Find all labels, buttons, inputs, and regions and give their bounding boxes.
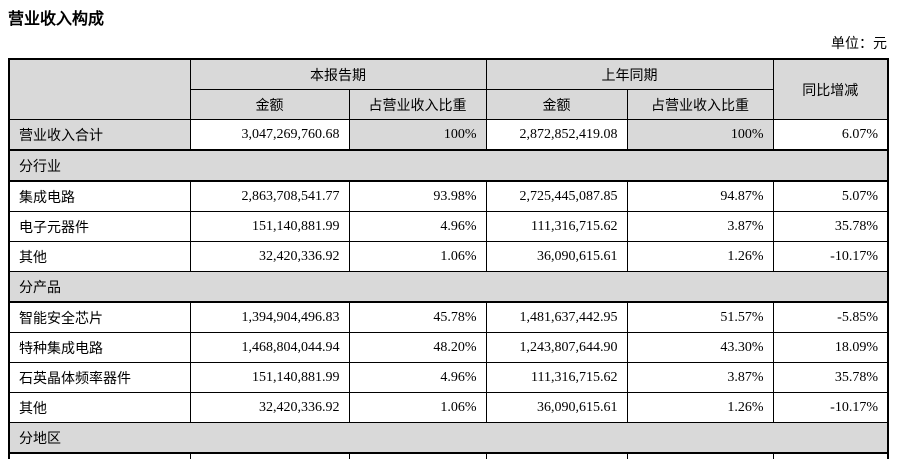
amount-prior-cell: 111,316,715.62 — [485, 211, 628, 242]
amount-current-cell: 1,394,904,496.83 — [189, 301, 350, 333]
ratio-prior-cell: 1.26% — [626, 241, 774, 272]
header-yoy-change: 同比增减 — [772, 58, 889, 120]
section-label: 分产品 — [8, 271, 889, 303]
ratio-current-cell: 1.06% — [348, 241, 487, 272]
yoy-cell: -5.85% — [772, 301, 889, 333]
yoy-cell: -10.17% — [772, 392, 889, 423]
amount-prior-cell: 36,090,615.61 — [485, 392, 628, 423]
header-amount-prior: 金额 — [485, 89, 628, 120]
ratio-prior-cell: 51.57% — [626, 301, 774, 333]
ratio-current-cell: 4.96% — [348, 362, 487, 393]
table-row: 集成电路 2,863,708,541.77 93.98% 2,725,445,087.… — [8, 180, 889, 212]
revenue-composition-table: 本报告期 上年同期 同比增减 金额 占营业收入比重 金额 占营业收入比重 营业收… — [8, 58, 889, 459]
ratio-prior-cell: 100% — [626, 119, 774, 151]
header-row-subcolumns: 金额 占营业收入比重 金额 占营业收入比重 — [9, 89, 888, 120]
row-label-cell: 石英晶体频率器件 — [8, 362, 191, 393]
ratio-current-cell: 45.78% — [348, 301, 487, 333]
header-amount-current: 金额 — [189, 89, 350, 120]
ratio-prior-cell: 3.87% — [626, 211, 774, 242]
amount-prior-cell: 36,090,615.61 — [485, 241, 628, 272]
section-row: 分行业 — [8, 149, 889, 182]
table-header: 本报告期 上年同期 同比增减 金额 占营业收入比重 金额 占营业收入比重 — [8, 58, 889, 120]
amount-current-cell: 2,863,708,541.77 — [189, 180, 350, 212]
table-body: 营业收入合计 3,047,269,760.68 100% 2,872,852,419.… — [8, 119, 889, 459]
ratio-prior-cell: 3.87% — [626, 362, 774, 393]
ratio-prior-cell: 43.30% — [626, 332, 774, 363]
amount-current-cell: 151,140,881.99 — [189, 211, 350, 242]
yoy-cell: 18.09% — [772, 332, 889, 363]
amount-prior-cell: 2,456,792,891.64 — [485, 452, 628, 459]
amount-current-cell: 32,420,336.92 — [189, 392, 350, 423]
row-label-cell: 其他 — [8, 241, 191, 272]
header-corner-cell — [8, 58, 191, 120]
ratio-prior-cell: 94.87% — [626, 180, 774, 212]
table-row: 智能安全芯片 1,394,904,496.83 45.78% 1,481,637,44… — [8, 301, 889, 333]
header-share-prior: 占营业收入比重 — [626, 89, 774, 120]
table-row: 石英晶体频率器件 151,140,881.99 4.96% 111,316,715.6… — [8, 362, 889, 393]
page-title: 营业收入构成 — [8, 11, 105, 28]
ratio-prior-cell: 1.26% — [626, 392, 774, 423]
row-label-cell: 其他 — [8, 392, 191, 423]
yoy-cell: 5.07% — [772, 180, 889, 212]
ratio-current-cell: 100% — [348, 119, 487, 151]
table-row: 其他 32,420,336.92 1.06% 36,090,615.61 1.26% -1… — [8, 241, 889, 272]
amount-prior-cell: 2,872,852,419.08 — [485, 119, 628, 151]
ratio-current-cell: 48.20% — [348, 332, 487, 363]
unit-label: 单位：元 — [831, 37, 887, 52]
section-label: 分地区 — [8, 422, 889, 454]
header-share-current: 占营业收入比重 — [348, 89, 487, 120]
ratio-current-cell: 1.06% — [348, 392, 487, 423]
yoy-cell: 35.78% — [772, 211, 889, 242]
yoy-cell: 10.66% — [772, 452, 889, 459]
row-label-cell: 电子元器件 — [8, 211, 191, 242]
header-prior-period: 上年同期 — [485, 58, 774, 90]
table-row: 其他 32,420,336.92 1.06% 36,090,615.61 1.26% -1… — [8, 392, 889, 423]
ratio-current-cell: 4.96% — [348, 211, 487, 242]
table-row: 电子元器件 151,140,881.99 4.96% 111,316,715.62 3.… — [8, 211, 889, 242]
amount-prior-cell: 2,725,445,087.85 — [485, 180, 628, 212]
section-label: 分行业 — [8, 149, 889, 182]
amount-current-cell: 32,420,336.92 — [189, 241, 350, 272]
header-row-groups: 本报告期 上年同期 同比增减 — [8, 58, 889, 120]
section-row: 分产品 — [8, 271, 889, 303]
yoy-cell: 35.78% — [772, 362, 889, 393]
amount-prior-cell: 1,481,637,442.95 — [485, 301, 628, 333]
header-current-period: 本报告期 — [189, 58, 487, 90]
section-row: 分地区 — [8, 422, 889, 454]
row-label-cell: 智能安全芯片 — [8, 301, 191, 333]
yoy-cell: -10.17% — [772, 241, 889, 272]
table-row: 营业收入合计 3,047,269,760.68 100% 2,872,852,419.… — [8, 119, 889, 151]
amount-current-cell: 151,140,881.99 — [189, 362, 350, 393]
ratio-current-cell: 89.22% — [348, 452, 487, 459]
amount-current-cell: 2,718,654,007.99 — [189, 452, 350, 459]
amount-current-cell: 1,468,804,044.94 — [189, 332, 350, 363]
table-row: 境内2,718,654,007.9989.22%2,456,792,891.64… — [8, 452, 889, 459]
amount-prior-cell: 1,243,807,644.90 — [485, 332, 628, 363]
row-label-cell: 特种集成电路 — [8, 332, 191, 363]
ratio-current-cell: 93.98% — [348, 180, 487, 212]
amount-current-cell: 3,047,269,760.68 — [189, 119, 350, 151]
ratio-prior-cell: 85.52% — [626, 452, 774, 459]
row-label-cell: 境内 — [8, 452, 191, 459]
row-label-cell: 营业收入合计 — [8, 119, 191, 151]
table-row: 特种集成电路 1,468,804,044.94 48.20% 1,243,807,64… — [8, 332, 889, 363]
yoy-cell: 6.07% — [772, 119, 889, 151]
row-label-cell: 集成电路 — [8, 180, 191, 212]
amount-prior-cell: 111,316,715.62 — [485, 362, 628, 393]
